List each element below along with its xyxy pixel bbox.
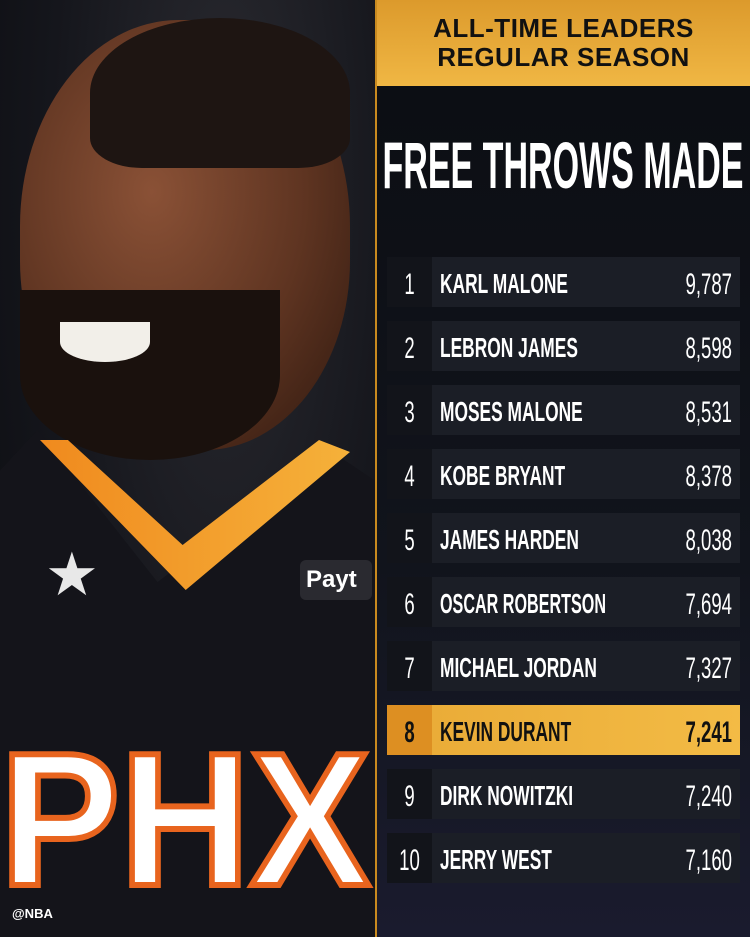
player-name: JAMES HARDEN — [440, 524, 579, 555]
stat-title-text: FREE THROWS MADE — [383, 128, 744, 202]
player-name-text: MICHAEL JORDAN — [440, 652, 597, 683]
player-name: KOBE BRYANT — [440, 460, 565, 491]
rank-text: 5 — [404, 524, 414, 557]
leaders-panel: ALL-TIME LEADERS REGULAR SEASON FREE THR… — [375, 0, 750, 937]
leaders-list: 1 KARL MALONE 9,787 2 LEBRON JAMES 8,598 3 MOSE… — [387, 257, 740, 897]
rank: 8 — [387, 705, 432, 755]
rank-text: 1 — [404, 268, 414, 301]
stat-value-text: 8,531 — [686, 396, 733, 429]
player-photo: ★ Payt PHX @NBA — [0, 0, 375, 937]
leader-row: 7 MICHAEL JORDAN 7,327 — [387, 641, 740, 691]
leader-row: 1 KARL MALONE 9,787 — [387, 257, 740, 307]
stat-value: 8,598 — [686, 332, 733, 365]
jersey-patch: Payt — [300, 560, 372, 600]
leader-row: 4 KOBE BRYANT 8,378 — [387, 449, 740, 499]
stat-value-text: 7,694 — [686, 588, 733, 621]
player-name: KEVIN DURANT — [440, 716, 571, 747]
stat-value-text: 8,378 — [686, 460, 733, 493]
stat-value: 7,240 — [686, 780, 733, 813]
player-name: MICHAEL JORDAN — [440, 652, 597, 683]
player-name: JERRY WEST — [440, 844, 552, 875]
stat-value-text: 8,598 — [686, 332, 733, 365]
player-name-text: DIRK NOWITZKI — [440, 780, 573, 811]
player-name: LEBRON JAMES — [440, 332, 578, 363]
rank-text: 4 — [404, 460, 414, 493]
rank: 3 — [387, 385, 432, 435]
player-name-text: OSCAR ROBERTSON — [440, 588, 606, 619]
player-hair — [90, 18, 350, 168]
stat-title: FREE THROWS MADE — [383, 128, 744, 202]
header-line-1: ALL-TIME LEADERS — [433, 13, 694, 43]
stat-value: 7,327 — [686, 652, 733, 685]
player-name: DIRK NOWITZKI — [440, 780, 573, 811]
stat-value-text: 8,038 — [686, 524, 733, 557]
player-name: KARL MALONE — [440, 268, 568, 299]
rank: 10 — [387, 833, 432, 883]
rank-text: 10 — [399, 844, 420, 877]
rank: 2 — [387, 321, 432, 371]
player-name-text: KEVIN DURANT — [440, 716, 571, 747]
player-name-text: KOBE BRYANT — [440, 460, 565, 491]
rank: 4 — [387, 449, 432, 499]
stat-value-text: 7,240 — [686, 780, 733, 813]
leader-row: 3 MOSES MALONE 8,531 — [387, 385, 740, 435]
rank: 1 — [387, 257, 432, 307]
jersey-lettering-text: PHX — [0, 720, 370, 900]
player-name-text: JERRY WEST — [440, 844, 552, 875]
stat-value: 8,038 — [686, 524, 733, 557]
rank: 7 — [387, 641, 432, 691]
rank-text: 6 — [404, 588, 414, 621]
player-name: MOSES MALONE — [440, 396, 583, 427]
player-name-text: MOSES MALONE — [440, 396, 583, 427]
stat-value: 7,241 — [686, 716, 733, 749]
rank-text: 2 — [404, 332, 414, 365]
rank-text: 7 — [404, 652, 414, 685]
leader-row: 2 LEBRON JAMES 8,598 — [387, 321, 740, 371]
leader-row: 10 JERRY WEST 7,160 — [387, 833, 740, 883]
player-name-text: JAMES HARDEN — [440, 524, 579, 555]
rank: 9 — [387, 769, 432, 819]
stat-value-text: 7,160 — [686, 844, 733, 877]
player-smile — [60, 322, 150, 362]
rank: 5 — [387, 513, 432, 563]
rank-text: 8 — [404, 716, 414, 749]
rank-text: 3 — [404, 396, 414, 429]
player-name-text: LEBRON JAMES — [440, 332, 578, 363]
rank-text: 9 — [404, 780, 414, 813]
stat-value-text: 7,327 — [686, 652, 733, 685]
stat-value-text: 7,241 — [686, 716, 733, 749]
stat-value: 8,378 — [686, 460, 733, 493]
watermark: @NBA — [12, 906, 53, 921]
leader-row: 6 OSCAR ROBERTSON 7,694 — [387, 577, 740, 627]
stat-value: 7,160 — [686, 844, 733, 877]
stat-value-text: 9,787 — [686, 268, 733, 301]
jumpman-logo-icon: ★ — [45, 541, 99, 608]
stat-value: 9,787 — [686, 268, 733, 301]
leader-row: 5 JAMES HARDEN 8,038 — [387, 513, 740, 563]
leader-row: 9 DIRK NOWITZKI 7,240 — [387, 769, 740, 819]
player-name: OSCAR ROBERTSON — [440, 588, 606, 619]
header-banner: ALL-TIME LEADERS REGULAR SEASON — [377, 0, 750, 86]
leader-row: 8 KEVIN DURANT 7,241 — [387, 705, 740, 755]
header-line-2: REGULAR SEASON — [437, 42, 690, 72]
rank: 6 — [387, 577, 432, 627]
stat-value: 7,694 — [686, 588, 733, 621]
stat-value: 8,531 — [686, 396, 733, 429]
jersey-lettering: PHX — [0, 720, 373, 900]
player-beard — [20, 290, 280, 460]
player-name-text: KARL MALONE — [440, 268, 568, 299]
